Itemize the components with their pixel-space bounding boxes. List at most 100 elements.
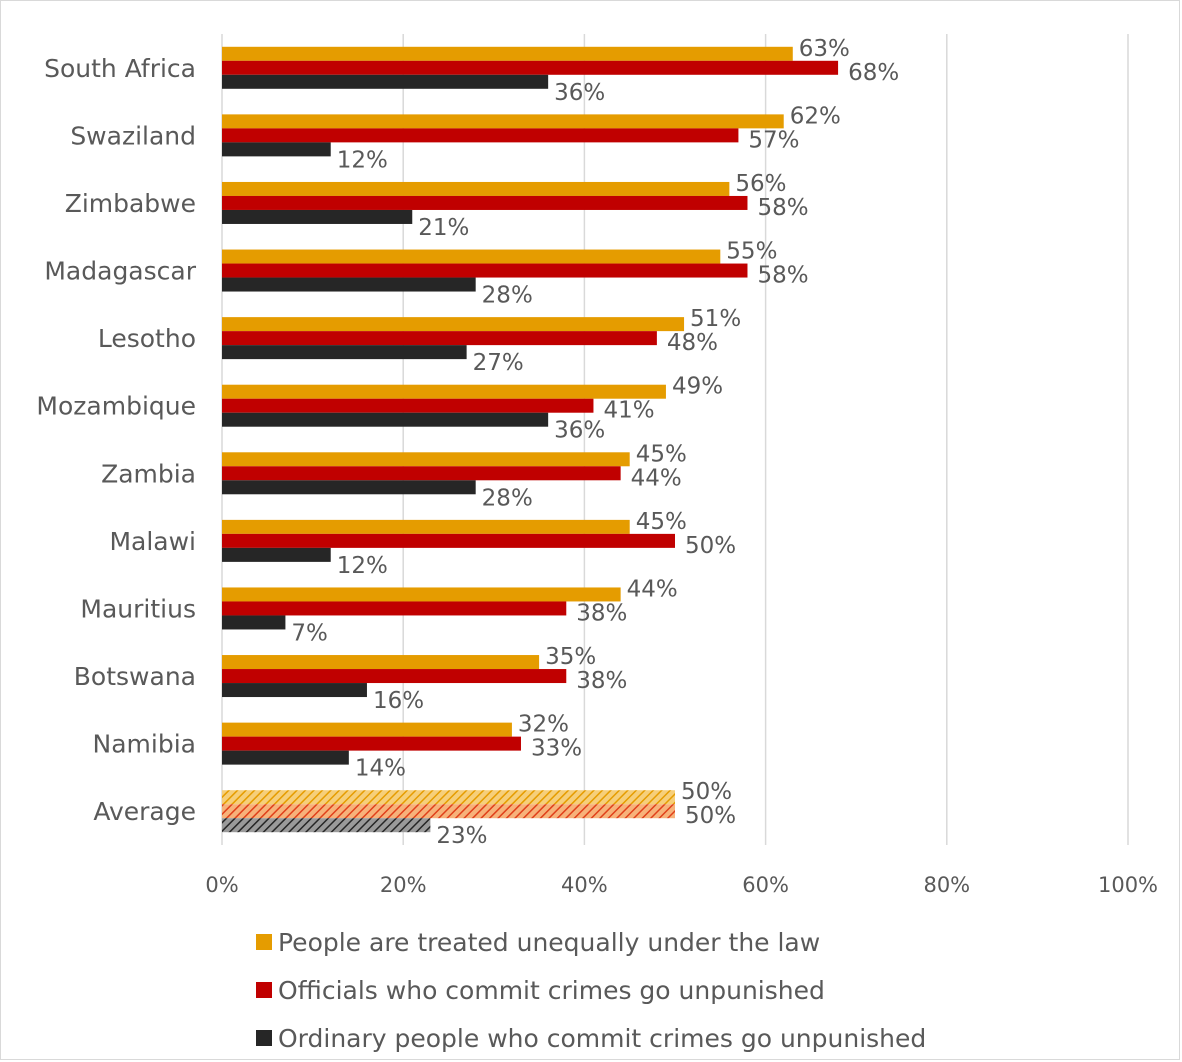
category-label: Lesotho (98, 324, 196, 353)
legend-swatch (256, 934, 272, 950)
legend-item-officials-unpunished: Officials who commit crimes go unpunishe… (256, 966, 926, 1014)
bar-lesotho-s1 (222, 331, 657, 346)
data-label: 63% (799, 36, 850, 62)
data-label: 68% (848, 60, 899, 86)
bar-malawi-s1 (222, 533, 675, 548)
legend: People are treated unequally under the l… (256, 918, 926, 1062)
bar-zimbabwe-s1 (222, 195, 748, 210)
value-axis: 0% 20% 40% 60% 80% 100% (205, 873, 1158, 897)
bar-botswana-s0 (222, 655, 540, 670)
x-tick-label: 80% (923, 873, 970, 897)
bar-swaziland-s0 (222, 114, 784, 129)
bar-namibia-s1 (222, 736, 521, 751)
category-label: Average (93, 797, 196, 826)
bar-mauritius-s2 (222, 615, 286, 630)
data-label: 50% (685, 803, 736, 829)
category-label: Botswana (74, 662, 196, 691)
data-label: 44% (627, 576, 678, 602)
bar-malawi-s0 (222, 519, 630, 534)
bar-namibia-s2 (222, 750, 349, 765)
legend-item-ordinary-unpunished: Ordinary people who commit crimes go unp… (256, 1014, 926, 1062)
bar-mozambique-s0 (222, 384, 666, 399)
data-labels: 63%68%36%62%57%12%56%58%21%55%58%28%51%4… (291, 36, 899, 849)
bar-zimbabwe-s0 (222, 181, 730, 196)
category-label: Mozambique (36, 392, 196, 421)
bar-botswana-s2 (222, 683, 367, 698)
data-label: 58% (757, 263, 808, 289)
x-tick-label: 40% (561, 873, 608, 897)
bar-madagascar-s2 (222, 277, 476, 292)
data-label: 21% (418, 215, 469, 241)
data-label: 45% (636, 509, 687, 535)
category-label: Malawi (109, 527, 196, 556)
x-tick-label: 20% (380, 873, 427, 897)
bar-madagascar-s0 (222, 249, 721, 264)
data-label: 45% (636, 441, 687, 467)
data-label: 58% (757, 195, 808, 221)
legend-swatch (256, 982, 272, 998)
bar-mozambique-s1 (222, 398, 594, 413)
bar-mauritius-s0 (222, 587, 621, 602)
category-axis: South Africa Swaziland Zimbabwe Madagascar L… (36, 54, 196, 826)
bar-zambia-s2 (222, 480, 476, 495)
data-label: 56% (735, 171, 786, 197)
data-label: 16% (373, 688, 424, 714)
bar-zambia-s1 (222, 466, 621, 481)
category-label: Mauritius (80, 594, 196, 623)
bar-south-africa-s1 (222, 60, 839, 75)
bar-lesotho-s2 (222, 345, 467, 360)
data-label: 50% (685, 533, 736, 559)
data-label: 48% (667, 330, 718, 356)
data-label: 44% (631, 465, 682, 491)
data-label: 7% (291, 620, 328, 646)
category-label: Zambia (101, 459, 196, 488)
data-label: 23% (436, 823, 487, 849)
bar-south-africa-s0 (222, 46, 793, 61)
data-label: 38% (576, 668, 627, 694)
bar-malawi-s2 (222, 547, 331, 562)
category-label: Zimbabwe (65, 189, 196, 218)
legend-label: People are treated unequally under the l… (278, 927, 821, 957)
data-label: 32% (518, 712, 569, 738)
category-label: Madagascar (44, 257, 196, 286)
data-label: 27% (473, 350, 524, 376)
bar-swaziland-s1 (222, 128, 739, 143)
bars (222, 46, 839, 833)
legend-item-unequal-treatment: People are treated unequally under the l… (256, 918, 926, 966)
category-label: Namibia (93, 730, 196, 759)
x-tick-label: 0% (205, 873, 238, 897)
data-label: 62% (790, 103, 841, 129)
data-label: 41% (603, 398, 654, 424)
data-label: 57% (748, 127, 799, 153)
bar-average-s1 (222, 804, 675, 819)
data-label: 35% (545, 644, 596, 670)
category-label: Swaziland (70, 121, 196, 150)
data-label: 38% (576, 600, 627, 626)
bar-swaziland-s2 (222, 142, 331, 157)
data-label: 36% (554, 80, 605, 106)
bar-madagascar-s1 (222, 263, 748, 278)
data-label: 12% (337, 147, 388, 173)
bar-zambia-s0 (222, 452, 630, 467)
bar-average-s2 (222, 818, 431, 833)
bar-namibia-s0 (222, 722, 512, 737)
data-label: 51% (690, 306, 741, 332)
data-label: 33% (531, 736, 582, 762)
legend-label: Officials who commit crimes go unpunishe… (278, 975, 825, 1005)
data-label: 50% (681, 779, 732, 805)
x-tick-label: 60% (742, 873, 789, 897)
bar-average-s0 (222, 790, 675, 805)
data-label: 28% (482, 485, 533, 511)
bar-botswana-s1 (222, 669, 567, 684)
x-tick-label: 100% (1098, 873, 1158, 897)
bar-mozambique-s2 (222, 412, 549, 427)
data-label: 12% (337, 553, 388, 579)
data-label: 36% (554, 418, 605, 444)
gridlines (221, 34, 1129, 845)
bar-lesotho-s0 (222, 317, 685, 332)
legend-swatch (256, 1030, 272, 1046)
bar-mauritius-s1 (222, 601, 567, 616)
bar-zimbabwe-s2 (222, 209, 413, 224)
